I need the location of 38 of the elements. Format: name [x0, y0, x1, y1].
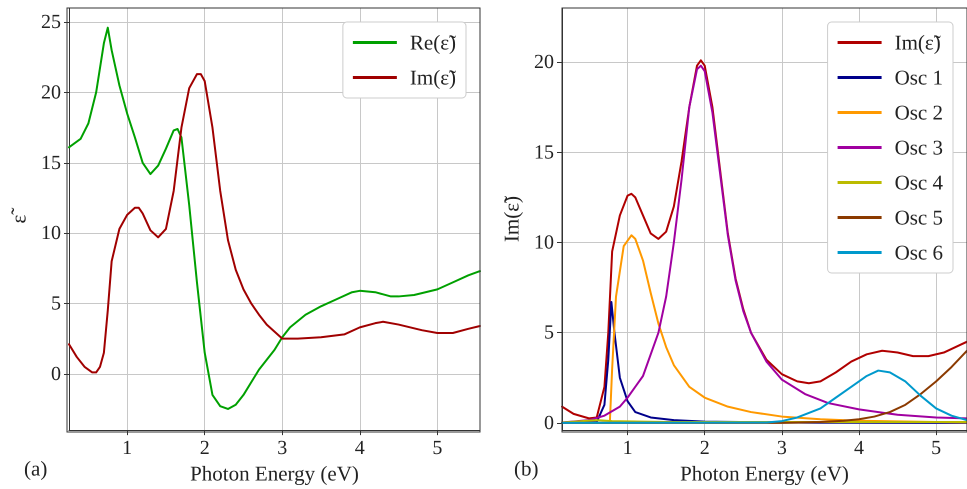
x-tick-label: 4	[354, 437, 365, 460]
x-tick-label: 5	[931, 437, 942, 460]
x-tick-label: 2	[200, 437, 210, 460]
y-tick-label: 25	[41, 11, 61, 34]
x-axis-title: Photon Energy (eV)	[680, 462, 849, 486]
x-tick-label: 3	[277, 437, 288, 460]
y-tick-label: 10	[41, 222, 61, 244]
legend-label: Osc 3	[894, 136, 944, 160]
text: (a)	[24, 456, 48, 480]
x-tick-label: 3	[776, 437, 787, 460]
x-axis-title: Photon Energy (eV)	[190, 462, 359, 486]
y-tick-label: 20	[534, 51, 554, 74]
y-tick-label: 0	[51, 362, 61, 385]
x-tick-label: 5	[432, 437, 442, 460]
y-tick-label: 5	[51, 292, 61, 314]
y-tick-label: 15	[41, 152, 61, 174]
legend-label: Re(ε̃)	[410, 30, 456, 54]
legend-label: Osc 4	[894, 170, 944, 194]
legend-label: Osc 2	[894, 100, 944, 124]
legend-label: Osc 6	[894, 240, 944, 264]
x-tick-label: 4	[854, 437, 864, 460]
y-axis-title: Im(ε̃)	[500, 196, 524, 242]
y-tick-label: 5	[544, 322, 554, 344]
legend-label: Im(ε̃)	[410, 66, 456, 90]
text: (b)	[514, 456, 538, 480]
x-tick-label: 1	[622, 437, 633, 460]
line-series	[68, 26, 481, 410]
legend-label: Osc 1	[894, 66, 944, 90]
y-tick-label: 15	[534, 141, 554, 164]
x-tick-label: 2	[700, 437, 710, 460]
legend-label: Im(ε̃)	[894, 30, 941, 54]
y-tick-label: 10	[534, 232, 554, 254]
y-tick-label: 20	[41, 81, 61, 104]
legend-label: Osc 5	[894, 206, 944, 230]
y-tick-label: 0	[544, 412, 554, 434]
line-series	[561, 370, 967, 424]
y-axis-title: ε̃	[6, 208, 30, 224]
x-tick-label: 1	[122, 437, 132, 460]
